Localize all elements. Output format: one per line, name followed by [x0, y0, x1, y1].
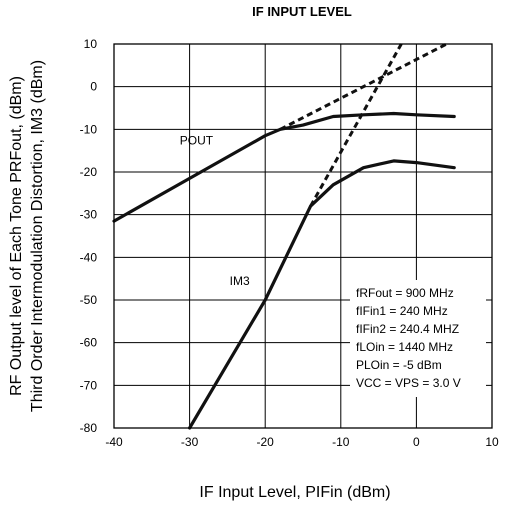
- y-tick-label: -60: [80, 336, 98, 350]
- condition-supply-voltage: VCC = VPS = 3.0 V: [356, 376, 461, 390]
- x-tick-label: -10: [332, 435, 350, 449]
- x-tick-label: 10: [485, 435, 499, 449]
- x-tick-label: -40: [105, 435, 123, 449]
- x-axis-label: IF Input Level, PIFin (dBm): [199, 484, 390, 501]
- y-tick-label: -80: [80, 421, 98, 435]
- annotation-pout: POUT: [180, 133, 214, 147]
- y-tick-label: -30: [80, 208, 98, 222]
- y-axis-label-line2: Third Order Intermodulation Distortion, …: [29, 60, 46, 412]
- series-lines: [112, 42, 456, 430]
- condition-lo-frequency: fLOin = 1440 MHz: [356, 340, 453, 354]
- y-tick-label: -40: [80, 250, 98, 264]
- conditions-box: fRFout = 900 MHz fIFin1 = 240 MHz fIFin2…: [350, 280, 486, 397]
- y-tick-label: -50: [80, 293, 98, 307]
- series-line-im3: [188, 159, 456, 430]
- series-line-pout: [112, 111, 456, 223]
- extrapolation-line-3: [309, 43, 403, 207]
- y-tick-label: 0: [90, 80, 97, 94]
- y-tick-labels: 10 0 -10 -20 -30 -40 -50 -60 -70 -80: [80, 37, 98, 435]
- y-tick-label: -20: [80, 165, 98, 179]
- extrapolation-line-2: [279, 42, 448, 131]
- y-tick-label: -70: [80, 378, 98, 392]
- annotation-im3: IM3: [230, 274, 250, 288]
- condition-if2-frequency: fIFin2 = 240.4 MHZ: [356, 322, 459, 336]
- x-tick-labels: -40 -30 -20 -10 0 10: [105, 435, 499, 449]
- y-tick-label: 10: [84, 37, 98, 51]
- condition-lo-power: PLOin = -5 dBm: [356, 358, 442, 372]
- plot-frame: [113, 43, 493, 429]
- y-axis-label-line1: RF Output level of Each Tone PRFout, (dB…: [8, 76, 25, 396]
- y-tick-label: -10: [80, 122, 98, 136]
- x-tick-label: -30: [181, 435, 199, 449]
- condition-if1-frequency: fIFin1 = 240 MHz: [356, 304, 448, 318]
- x-tick-label: 0: [413, 435, 420, 449]
- condition-rf-frequency: fRFout = 900 MHz: [356, 286, 454, 300]
- chart-title: IF INPUT LEVEL: [252, 4, 352, 19]
- x-tick-label: -20: [257, 435, 275, 449]
